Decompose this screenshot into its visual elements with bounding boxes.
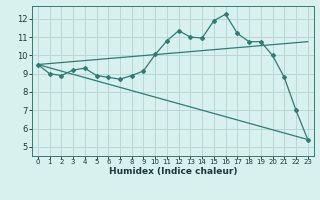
X-axis label: Humidex (Indice chaleur): Humidex (Indice chaleur) — [108, 167, 237, 176]
